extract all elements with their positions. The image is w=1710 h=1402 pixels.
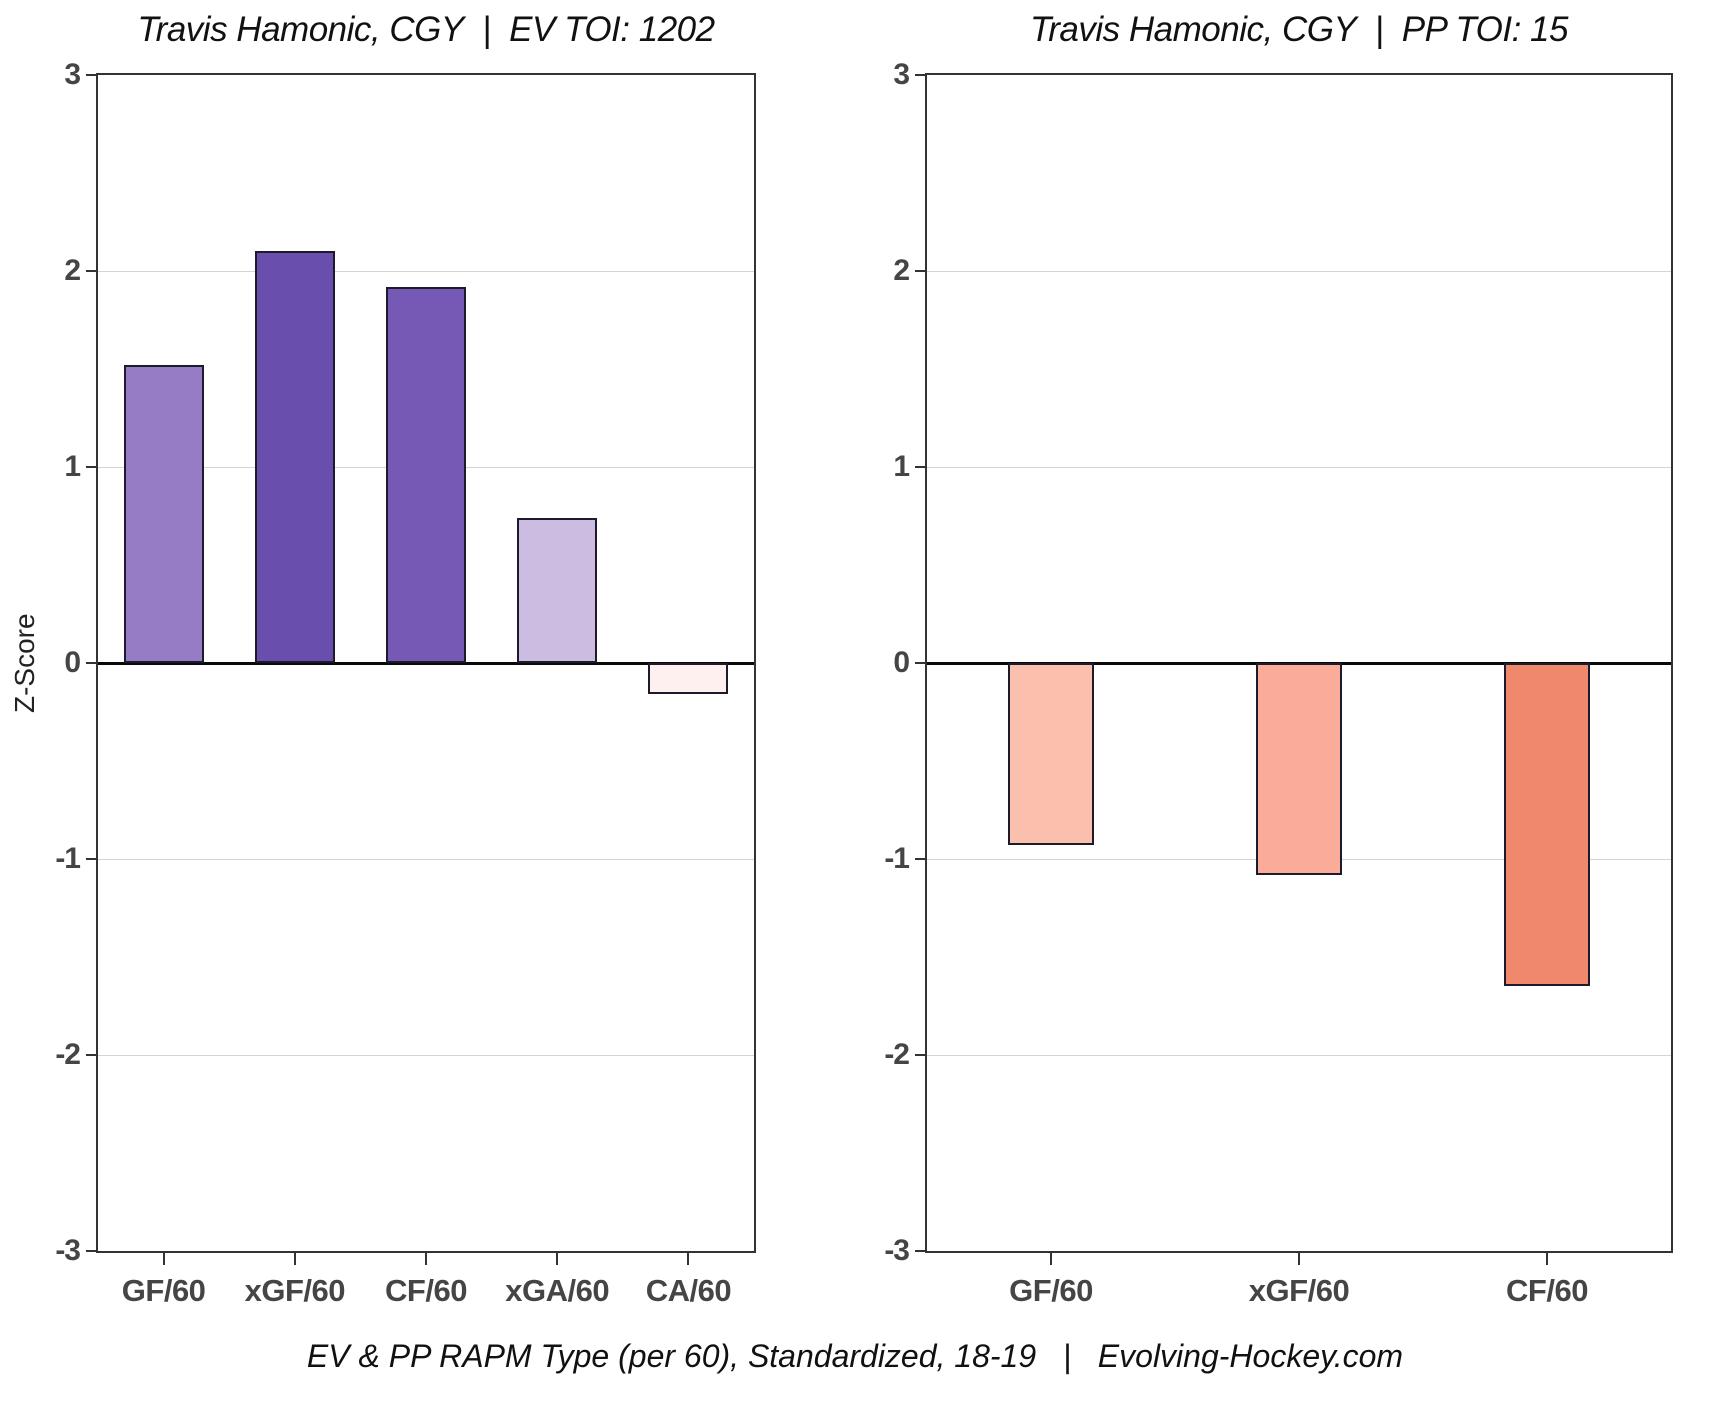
y-tick-mark (86, 1054, 96, 1056)
bar-cf-60 (386, 286, 466, 663)
y-tick-label: 2 (64, 254, 81, 287)
x-tick-label-gf-60: GF/60 (121, 1273, 206, 1308)
y-tick-mark (86, 270, 96, 272)
x-tick-mark (1050, 1253, 1052, 1265)
y-tick-mark (915, 662, 925, 664)
bar-gf-60 (1008, 663, 1094, 846)
pp-chart-title: Travis Hamonic, CGY | PP TOI: 15 (1030, 10, 1568, 49)
x-tick-mark (556, 1253, 559, 1265)
y-tick-mark (915, 1054, 925, 1056)
bar-cf-60 (1504, 663, 1590, 987)
y-tick-mark (915, 270, 925, 272)
x-tick-label-gf-60: GF/60 (1009, 1273, 1093, 1308)
y-tick-label: 3 (893, 58, 910, 91)
pp-plot-area: 3 2 1 0 -1 -2 -3 GF/60 xGF/60 CF/60 (884, 58, 1673, 1308)
y-tick-mark (86, 662, 96, 664)
y-tick-label: -1 (884, 842, 910, 875)
x-tick-mark (1546, 1253, 1548, 1265)
y-tick-label: 0 (64, 646, 81, 679)
y-tick-mark (915, 466, 925, 468)
y-tick-label: 2 (893, 254, 910, 287)
bar-gf-60 (123, 365, 204, 663)
x-tick-label-xgf-60: xGF/60 (244, 1273, 346, 1308)
gridline-y-2 (927, 1054, 1671, 1056)
y-tick-mark (86, 1250, 96, 1252)
y-tick-label: 3 (64, 58, 81, 91)
bar-xgf-60 (1256, 663, 1342, 875)
gridline-y2 (98, 270, 754, 272)
y-tick-mark (915, 74, 925, 76)
bar-xgf-60 (254, 251, 335, 663)
y-tick-label: -1 (55, 842, 81, 875)
y-tick-mark (86, 74, 96, 76)
gridline-y-1 (98, 858, 754, 860)
x-tick-mark (1298, 1253, 1300, 1265)
x-tick-label-cf-60: CF/60 (1506, 1273, 1588, 1308)
y-tick-label: 1 (893, 450, 910, 483)
y-tick-label: 1 (64, 450, 81, 483)
y-tick-label: -2 (884, 1038, 910, 1071)
gridline-y2 (927, 270, 1671, 272)
y-tick-label: -2 (55, 1038, 81, 1071)
x-tick-label-xgf-60: xGF/60 (1248, 1273, 1350, 1308)
y-tick-label: -3 (884, 1234, 910, 1267)
x-tick-mark (687, 1253, 690, 1265)
ev-chart-title: Travis Hamonic, CGY | EV TOI: 1202 (137, 10, 715, 49)
x-tick-label-ca-60: CA/60 (645, 1273, 732, 1308)
figure-caption: EV & PP RAPM Type (per 60), Standardized… (306, 1338, 1404, 1374)
bar-xga-60 (517, 517, 598, 663)
x-tick-label-xga-60: xGA/60 (505, 1273, 610, 1308)
zero-baseline (98, 661, 754, 665)
gridline-y-2 (98, 1054, 754, 1056)
y-tick-mark (915, 858, 925, 860)
y-tick-mark (86, 858, 96, 860)
x-tick-label-cf-60: CF/60 (385, 1273, 467, 1308)
y-tick-label: -3 (55, 1234, 81, 1267)
x-tick-mark (425, 1253, 427, 1265)
y-tick-label: 0 (893, 646, 910, 679)
y-tick-mark (86, 466, 96, 468)
x-tick-mark (162, 1253, 165, 1265)
bar-ca-60 (648, 663, 729, 695)
ev-plot-area: 3 2 1 0 -1 -2 -3 GF/60 xGF/60 CF/60 xGA/60 CA/60 (55, 58, 756, 1308)
y-tick-mark (915, 1250, 925, 1252)
x-tick-mark (293, 1253, 296, 1265)
gridline-y1 (927, 466, 1671, 468)
